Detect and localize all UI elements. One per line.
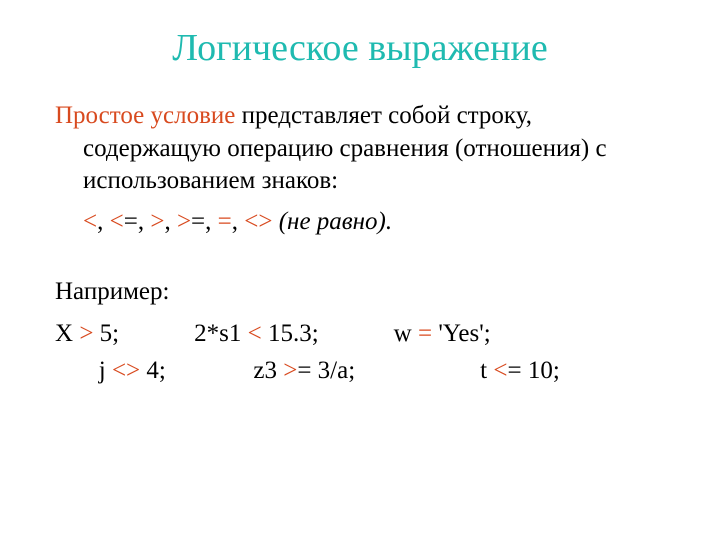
highlight-phrase: Простое условие bbox=[55, 102, 235, 129]
operators-line: <, <=, >, >=, =, <> (не равно). bbox=[55, 206, 665, 239]
sep: , bbox=[138, 208, 151, 235]
ex-text: 5; 2*s1 bbox=[93, 320, 247, 347]
op-note: (не равно). bbox=[272, 208, 392, 235]
ex-text: 4; z3 bbox=[140, 357, 283, 384]
ex-text: 'Yes'; bbox=[432, 320, 491, 347]
paragraph-main: Простое условие представляет собой строк… bbox=[55, 100, 665, 198]
ex-text: j bbox=[55, 357, 112, 384]
sep: , bbox=[232, 208, 245, 235]
slide-title: Логическое выражение bbox=[55, 26, 665, 70]
examples-block: X > 5; 2*s1 < 15.3; w = 'Yes'; j <> 4; z… bbox=[55, 315, 665, 390]
ex-text: X bbox=[55, 320, 79, 347]
ex-op: < bbox=[248, 320, 262, 347]
ex-op: < bbox=[493, 357, 507, 384]
op-ne: <> bbox=[244, 208, 272, 235]
op-le-lt: < bbox=[110, 208, 124, 235]
ex-text: = 3/a; t bbox=[297, 357, 493, 384]
op-le-eq: = bbox=[124, 208, 138, 235]
ex-op: = bbox=[418, 320, 432, 347]
ex-op: > bbox=[283, 357, 297, 384]
ex-text: 15.3; w bbox=[262, 320, 418, 347]
op-lt: < bbox=[83, 208, 97, 235]
op-ge-gt: > bbox=[177, 208, 191, 235]
ex-text: = 10; bbox=[507, 357, 559, 384]
sep: , bbox=[97, 208, 110, 235]
example-label: Например: bbox=[55, 276, 665, 309]
ex-op: > bbox=[79, 320, 93, 347]
op-eq: = bbox=[218, 208, 232, 235]
op-ge-eq: = bbox=[191, 208, 205, 235]
sep: , bbox=[164, 208, 177, 235]
sep: , bbox=[205, 208, 218, 235]
ex-op: <> bbox=[112, 357, 140, 384]
op-gt: > bbox=[150, 208, 164, 235]
